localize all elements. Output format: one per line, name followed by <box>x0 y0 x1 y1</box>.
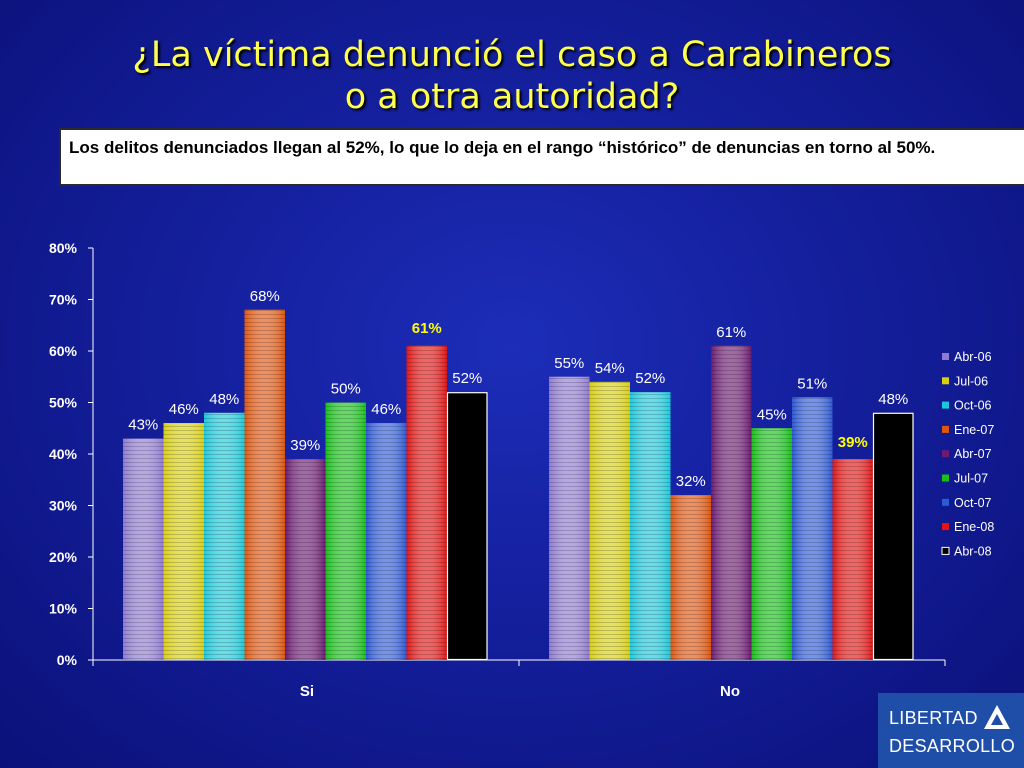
y-tick-label: 30% <box>49 498 78 514</box>
slide-title-line1: ¿La víctima denunció el caso a Carabiner… <box>132 35 892 75</box>
data-label: 61% <box>716 324 746 341</box>
data-label: 46% <box>371 401 401 418</box>
data-label: 54% <box>595 360 625 377</box>
legend-label: Abr-08 <box>954 544 992 558</box>
bar-texture <box>325 402 366 660</box>
bar-texture <box>285 459 326 660</box>
bar-Jul-07-Si <box>325 402 366 660</box>
y-tick-label: 20% <box>49 549 78 565</box>
legend-label: Jul-07 <box>954 472 988 486</box>
bar-Oct-07-No <box>792 397 833 660</box>
bar-Abr-08-No <box>872 412 914 661</box>
legend-swatch <box>942 401 949 409</box>
data-label: 52% <box>452 370 482 387</box>
bar-Oct-07-Si <box>366 423 407 660</box>
legend-label: Oct-07 <box>954 496 992 510</box>
libertad-desarrollo-logo: LIBERTAD DESARROLLO <box>878 693 1024 768</box>
data-label: 50% <box>331 381 361 398</box>
legend-label: Abr-07 <box>954 447 992 461</box>
data-label: 48% <box>209 391 239 408</box>
bar-texture <box>630 392 671 660</box>
legend-swatch <box>942 353 949 360</box>
bar-Jul-06-Si <box>163 423 204 660</box>
bar-Abr-07-Si <box>285 459 326 660</box>
bar-Oct-06-Si <box>204 412 245 660</box>
legend-swatch <box>942 450 949 458</box>
y-tick-label: 0% <box>57 652 78 668</box>
legend-swatch <box>942 498 949 506</box>
data-label: 45% <box>757 406 787 423</box>
logo-triangle-icon <box>984 705 1010 729</box>
legend-swatch <box>941 546 950 555</box>
bar-texture <box>244 309 285 660</box>
x-category-label: No <box>720 683 740 700</box>
bar-Jul-07-No <box>751 428 792 660</box>
data-label: 46% <box>169 401 199 418</box>
data-label: 55% <box>554 355 584 372</box>
data-label: 32% <box>676 473 706 490</box>
bar-outline <box>446 392 488 661</box>
legend-swatch <box>942 523 949 531</box>
subtitle-box: Los delitos denunciados llegan al 52%, l… <box>59 128 1024 186</box>
bar <box>447 392 488 660</box>
bar-texture <box>589 381 630 660</box>
y-tick-label: 70% <box>49 292 78 308</box>
legend-label: Ene-07 <box>954 423 994 437</box>
data-label: 61% <box>412 320 442 337</box>
bar-texture <box>204 412 245 660</box>
bar-texture <box>163 423 204 660</box>
y-tick-label: 60% <box>49 343 78 359</box>
bar-texture <box>549 376 590 660</box>
bar-texture <box>123 438 164 660</box>
bar-Abr-07-No <box>711 345 752 660</box>
legend-swatch <box>942 377 949 385</box>
bar-Jul-06-No <box>589 381 630 660</box>
bar-Ene-08-No <box>832 459 873 660</box>
data-label: 39% <box>838 434 868 451</box>
legend-label: Jul-06 <box>954 374 988 388</box>
bar-texture <box>406 345 447 660</box>
data-label: 39% <box>290 437 320 454</box>
slide-title-line2: o a otra autoridad? <box>344 77 680 117</box>
bar-Abr-06-No <box>549 376 590 660</box>
data-label: 52% <box>635 370 665 387</box>
bar-Ene-07-Si <box>244 309 285 660</box>
data-label: 51% <box>797 375 827 392</box>
legend-label: Abr-06 <box>954 350 992 364</box>
x-category-label: Si <box>300 683 314 700</box>
legend-swatch <box>942 425 949 433</box>
bar-Abr-06-Si <box>123 438 164 660</box>
bar-texture <box>751 428 792 660</box>
y-tick-label: 80% <box>49 240 78 256</box>
legend-swatch <box>942 474 949 482</box>
bar <box>873 412 914 660</box>
data-label: 48% <box>878 391 908 408</box>
slide-title: ¿La víctima denunció el caso a Carabiner… <box>0 34 1024 118</box>
bar-texture <box>711 345 752 660</box>
bar-texture <box>670 495 711 660</box>
bar-Ene-08-Si <box>406 345 447 660</box>
bar-texture <box>832 459 873 660</box>
legend-label: Oct-06 <box>954 399 992 413</box>
y-tick-label: 50% <box>49 395 78 411</box>
bar-Ene-07-No <box>670 495 711 660</box>
legend-label: Ene-08 <box>954 520 994 534</box>
data-label: 43% <box>128 417 158 434</box>
bar-Oct-06-No <box>630 392 671 660</box>
logo-line1: LIBERTAD <box>889 708 978 728</box>
y-tick-label: 10% <box>49 601 78 617</box>
logo-line2: DESARROLLO <box>889 736 1016 756</box>
y-tick-label: 40% <box>49 446 78 462</box>
subtitle-text: Los delitos denunciados llegan al 52%, l… <box>69 138 936 157</box>
data-label: 68% <box>250 288 280 305</box>
bar-texture <box>792 397 833 660</box>
bar-Abr-08-Si <box>446 392 488 661</box>
bar-texture <box>366 423 407 660</box>
bar-outline <box>872 412 914 661</box>
